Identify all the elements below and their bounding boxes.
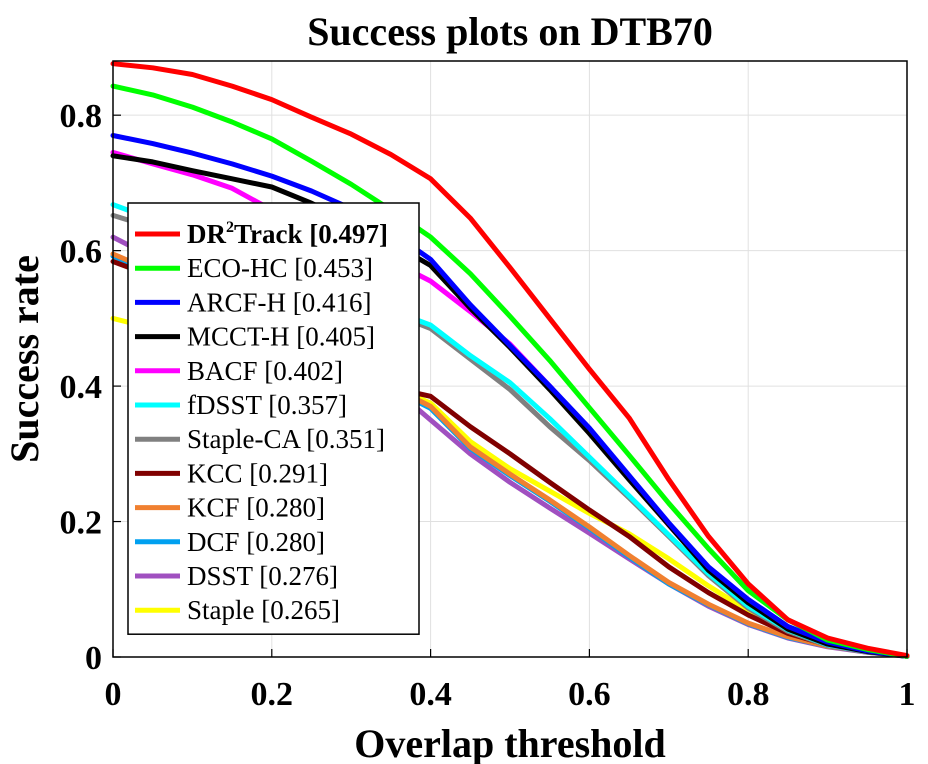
legend-label-kcf: KCF [0.280] xyxy=(187,493,325,523)
legend-label-bacf: BACF [0.402] xyxy=(187,356,343,386)
x-tick-label: 0.4 xyxy=(409,676,452,713)
legend-box xyxy=(127,202,420,635)
y-tick-label: 0.8 xyxy=(60,98,103,135)
legend-label-dr-track: DR2Track [0.497] xyxy=(187,219,388,249)
y-axis-ticks: 0 0.2 0.4 0.6 0.8 xyxy=(60,98,121,677)
legend-label-arcf-h: ARCF-H [0.416] xyxy=(187,287,372,317)
x-axis-label: Overlap threshold xyxy=(354,721,666,764)
legend-label-fdsst: fDSST [0.357] xyxy=(187,390,347,420)
y-tick-label: 0.6 xyxy=(60,234,103,271)
legend-label-dsst: DSST [0.276] xyxy=(187,561,338,591)
y-tick-label: 0 xyxy=(85,640,102,677)
x-axis-ticks: 0 0.2 0.4 0.6 0.8 1 xyxy=(105,649,916,713)
chart-title: Success plots on DTB70 xyxy=(307,9,713,54)
y-axis-label: Success rate xyxy=(2,255,47,463)
y-tick-label: 0.4 xyxy=(60,369,103,406)
x-tick-label: 0 xyxy=(105,676,122,713)
y-tick-label: 0.2 xyxy=(60,505,103,542)
x-tick-label: 1 xyxy=(899,676,916,713)
series-line-dr-track xyxy=(110,61,910,659)
x-tick-label: 0.6 xyxy=(568,676,611,713)
plot-frame xyxy=(112,60,908,658)
series-line-arcf-h xyxy=(110,133,910,659)
legend-label-eco-hc: ECO-HC [0.453] xyxy=(187,253,373,283)
legend-label-kcc: KCC [0.291] xyxy=(187,458,328,488)
legend: DR2Track [0.497] ECO-HC [0.453] ARCF-H [0.… xyxy=(127,202,420,635)
legend-label-dcf: DCF [0.280] xyxy=(187,527,325,557)
legend-label-staple-ca: Staple-CA [0.351] xyxy=(187,424,385,454)
legend-label-staple: Staple [0.265] xyxy=(187,595,340,625)
x-tick-label: 0.2 xyxy=(251,676,294,713)
legend-label-mcct-h: MCCT-H [0.405] xyxy=(187,322,375,352)
x-tick-label: 0.8 xyxy=(727,676,770,713)
